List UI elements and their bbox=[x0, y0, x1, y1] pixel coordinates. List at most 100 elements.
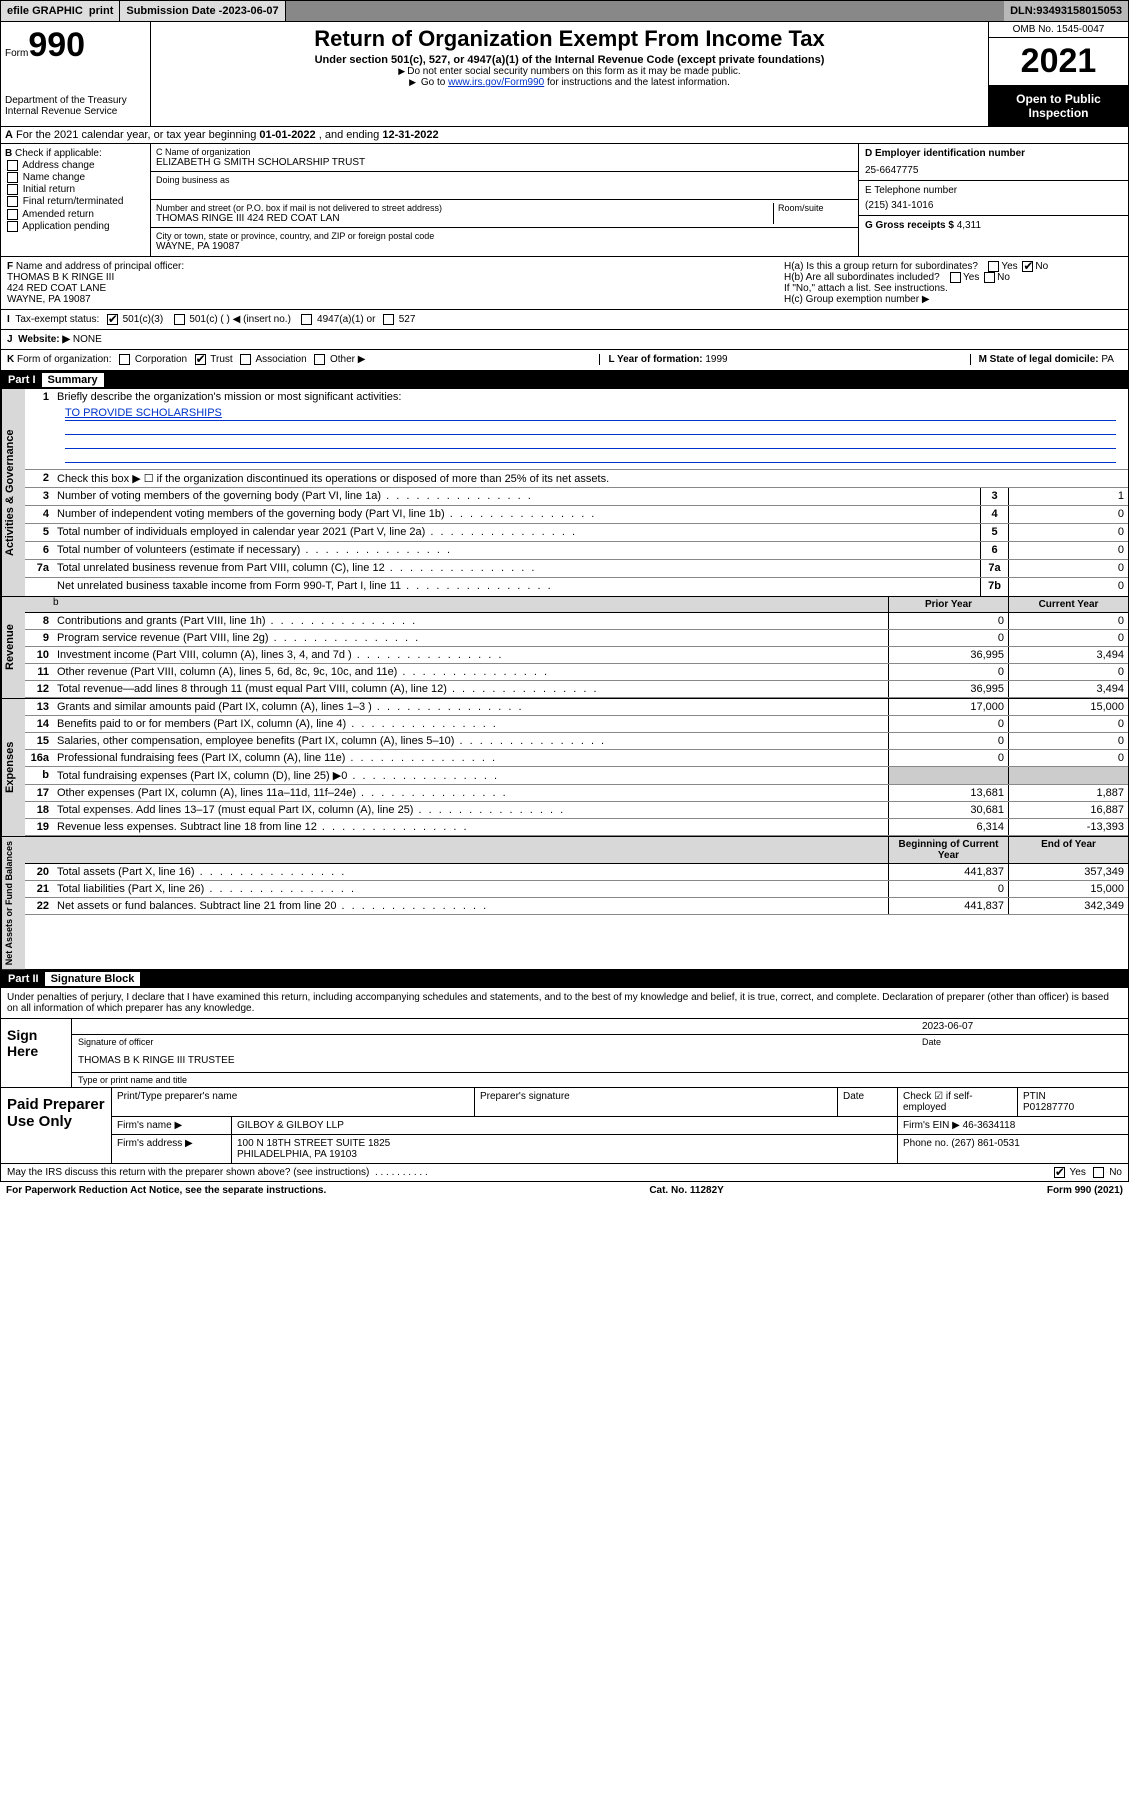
chk-501c[interactable] bbox=[174, 314, 185, 325]
topbar-spacer bbox=[286, 1, 1004, 21]
summary-row: 4Number of independent voting members of… bbox=[25, 506, 1128, 524]
chk-amended-return[interactable]: Amended return bbox=[5, 209, 146, 220]
financial-row: 20Total assets (Part X, line 16)441,8373… bbox=[25, 864, 1128, 881]
form-subtitle: Under section 501(c), 527, or 4947(a)(1)… bbox=[161, 54, 978, 66]
form-title: Return of Organization Exempt From Incom… bbox=[161, 26, 978, 52]
city-value: WAYNE, PA 19087 bbox=[156, 241, 853, 252]
ptin-value: P01287770 bbox=[1023, 1102, 1074, 1113]
open-inspection: Open to Public Inspection bbox=[989, 86, 1128, 126]
financial-row: 10Investment income (Part VIII, column (… bbox=[25, 647, 1128, 664]
self-employed-check: Check ☑ if self-employed bbox=[898, 1088, 1018, 1116]
chk-initial-return[interactable]: Initial return bbox=[5, 184, 146, 195]
city-label: City or town, state or province, country… bbox=[156, 231, 853, 241]
chk-corp[interactable] bbox=[119, 354, 130, 365]
top-bar: efile GRAPHIC print Submission Date - 20… bbox=[0, 0, 1129, 22]
row-klm: K Form of organization: Corporation Trus… bbox=[0, 350, 1129, 370]
gross-receipts-label: G Gross receipts $ bbox=[865, 220, 957, 231]
financial-row: 18Total expenses. Add lines 13–17 (must … bbox=[25, 802, 1128, 819]
q2-label: Check this box ▶ ☐ if the organization d… bbox=[53, 470, 1128, 487]
chk-name-change[interactable]: Name change bbox=[5, 172, 146, 183]
submission-date: Submission Date - 2023-06-07 bbox=[120, 1, 285, 21]
chk-final-return[interactable]: Final return/terminated bbox=[5, 196, 146, 207]
hdr-begin-year: Beginning of Current Year bbox=[888, 837, 1008, 863]
paid-preparer-section: Paid Preparer Use Only Print/Type prepar… bbox=[1, 1087, 1128, 1163]
ein-value: 25-6647775 bbox=[865, 165, 1122, 176]
q1-label: Briefly describe the organization's miss… bbox=[57, 391, 401, 403]
dba-label: Doing business as bbox=[156, 175, 853, 185]
sig-date-value: 2023-06-07 bbox=[922, 1021, 1122, 1032]
perjury-declaration: Under penalties of perjury, I declare th… bbox=[1, 988, 1128, 1018]
discuss-row: May the IRS discuss this return with the… bbox=[0, 1164, 1129, 1182]
summary-row: Net unrelated business taxable income fr… bbox=[25, 578, 1128, 596]
ein-label: D Employer identification number bbox=[865, 148, 1025, 159]
row-fh: F Name and address of principal officer:… bbox=[0, 257, 1129, 310]
summary-row: 7aTotal unrelated business revenue from … bbox=[25, 560, 1128, 578]
group-return-section: H(a) Is this a group return for subordin… bbox=[778, 257, 1128, 309]
prep-date-label: Date bbox=[838, 1088, 898, 1116]
chk-discuss-yes[interactable] bbox=[1054, 1167, 1065, 1178]
print-button[interactable]: print bbox=[89, 5, 113, 17]
sig-date-label: Date bbox=[922, 1037, 1122, 1047]
part1-header: Part I Summary bbox=[0, 371, 1129, 389]
firm-ein: 46-3634118 bbox=[963, 1120, 1016, 1131]
col-b: B Check if applicable: Address change Na… bbox=[1, 144, 151, 256]
mission-text: TO PROVIDE SCHOLARSHIPS bbox=[65, 407, 1116, 421]
sign-here-label: Sign Here bbox=[1, 1019, 71, 1087]
part2-header: Part II Signature Block bbox=[0, 970, 1129, 988]
financial-row: 21Total liabilities (Part X, line 26)015… bbox=[25, 881, 1128, 898]
financial-row: 9Program service revenue (Part VIII, lin… bbox=[25, 630, 1128, 647]
financial-row: 11Other revenue (Part VIII, column (A), … bbox=[25, 664, 1128, 681]
org-name-label: C Name of organization bbox=[156, 147, 853, 157]
chk-501c3[interactable] bbox=[107, 314, 118, 325]
form-header: Form990 Department of the Treasury Inter… bbox=[0, 22, 1129, 127]
financial-row: 8Contributions and grants (Part VIII, li… bbox=[25, 613, 1128, 630]
form-label: Form bbox=[5, 48, 28, 59]
dln: DLN: 93493158015053 bbox=[1004, 1, 1128, 21]
phone-label: E Telephone number bbox=[865, 185, 1122, 196]
department-label: Department of the Treasury Internal Reve… bbox=[5, 95, 146, 117]
phone-value: (215) 341-1016 bbox=[865, 200, 1122, 211]
col-c: C Name of organization ELIZABETH G SMITH… bbox=[151, 144, 858, 256]
row-a: A For the 2021 calendar year, or tax yea… bbox=[0, 127, 1129, 144]
vtab-revenue: Revenue bbox=[1, 597, 25, 698]
financial-row: 16aProfessional fundraising fees (Part I… bbox=[25, 750, 1128, 767]
firm-addr-label: Firm's address ▶ bbox=[112, 1135, 232, 1163]
sig-officer-label: Signature of officer bbox=[78, 1037, 922, 1047]
addr-label: Number and street (or P.O. box if mail i… bbox=[156, 203, 773, 213]
firm-phone: (267) 861-0531 bbox=[951, 1138, 1019, 1149]
header-left: Form990 Department of the Treasury Inter… bbox=[1, 22, 151, 126]
section-expenses: Expenses 13Grants and similar amounts pa… bbox=[0, 699, 1129, 837]
firm-name-label: Firm's name ▶ bbox=[112, 1117, 232, 1134]
prep-name-label: Print/Type preparer's name bbox=[112, 1088, 475, 1116]
summary-row: 6Total number of volunteers (estimate if… bbox=[25, 542, 1128, 560]
chk-527[interactable] bbox=[383, 314, 394, 325]
gross-receipts-value: 4,311 bbox=[957, 220, 981, 231]
irs-link[interactable]: www.irs.gov/Form990 bbox=[448, 77, 544, 88]
prep-sig-label: Preparer's signature bbox=[475, 1088, 838, 1116]
chk-discuss-no[interactable] bbox=[1093, 1167, 1104, 1178]
section-revenue: Revenue b Prior Year Current Year 8Contr… bbox=[0, 597, 1129, 699]
chk-other[interactable] bbox=[314, 354, 325, 365]
header-right: OMB No. 1545-0047 2021 Open to Public In… bbox=[988, 22, 1128, 126]
chk-application-pending[interactable]: Application pending bbox=[5, 221, 146, 232]
section-governance: Activities & Governance 1 Briefly descri… bbox=[0, 389, 1129, 597]
financial-row: 22Net assets or fund balances. Subtract … bbox=[25, 898, 1128, 915]
chk-4947[interactable] bbox=[301, 314, 312, 325]
omb-number: OMB No. 1545-0047 bbox=[989, 22, 1128, 38]
pra-notice: For Paperwork Reduction Act Notice, see … bbox=[6, 1185, 326, 1196]
summary-row: 5Total number of individuals employed in… bbox=[25, 524, 1128, 542]
financial-row: 14Benefits paid to or for members (Part … bbox=[25, 716, 1128, 733]
efile-label: efile GRAPHIC print bbox=[1, 1, 120, 21]
vtab-net-assets: Net Assets or Fund Balances bbox=[1, 837, 25, 969]
info-grid: B Check if applicable: Address change Na… bbox=[0, 144, 1129, 257]
form-ref: Form 990 (2021) bbox=[1047, 1185, 1123, 1196]
form-number: 990 bbox=[28, 26, 85, 64]
note-ssn: Do not enter social security numbers on … bbox=[161, 66, 978, 77]
state-domicile: PA bbox=[1101, 354, 1114, 365]
chk-address-change[interactable]: Address change bbox=[5, 160, 146, 171]
chk-trust[interactable] bbox=[195, 354, 206, 365]
chk-assoc[interactable] bbox=[240, 354, 251, 365]
header-middle: Return of Organization Exempt From Incom… bbox=[151, 22, 988, 126]
website-value: NONE bbox=[73, 334, 102, 345]
firm-addr1: 100 N 18TH STREET SUITE 1825 bbox=[237, 1138, 390, 1149]
